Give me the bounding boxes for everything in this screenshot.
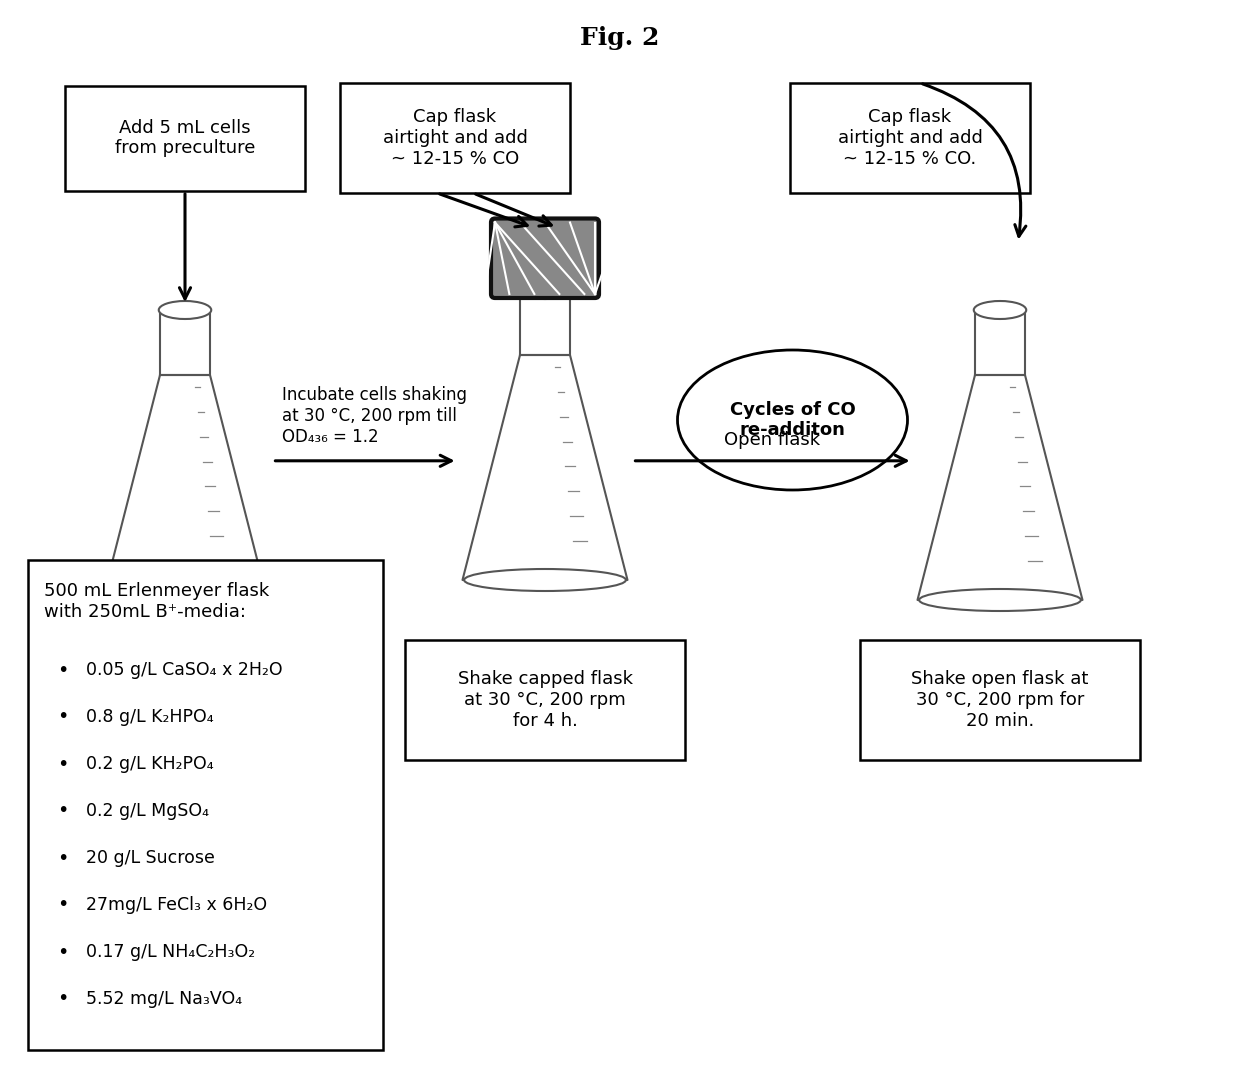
Ellipse shape — [104, 589, 265, 611]
Text: Cycles of CO
re-additon: Cycles of CO re-additon — [729, 401, 856, 439]
FancyBboxPatch shape — [405, 640, 684, 760]
Text: Shake open flask at
30 °C, 200 rpm for
20 min.: Shake open flask at 30 °C, 200 rpm for 2… — [911, 670, 1089, 730]
Text: •: • — [57, 755, 68, 774]
Ellipse shape — [464, 569, 626, 591]
Text: •: • — [57, 943, 68, 961]
Text: 500 mL Erlenmeyer flask
with 250mL B⁺-media:: 500 mL Erlenmeyer flask with 250mL B⁺-me… — [43, 582, 269, 620]
FancyBboxPatch shape — [64, 85, 305, 190]
Polygon shape — [103, 375, 268, 600]
Polygon shape — [160, 310, 210, 375]
Text: 5.52 mg/L Na₃VO₄: 5.52 mg/L Na₃VO₄ — [86, 990, 242, 1007]
Text: •: • — [57, 989, 68, 1009]
Text: Open flask: Open flask — [724, 431, 821, 449]
Text: Fig. 2: Fig. 2 — [580, 26, 660, 50]
Text: Shake capped flask
at 30 °C, 200 rpm
for 4 h.: Shake capped flask at 30 °C, 200 rpm for… — [458, 670, 632, 730]
Text: 0.05 g/L CaSO₄ x 2H₂O: 0.05 g/L CaSO₄ x 2H₂O — [86, 660, 283, 679]
Text: Cap flask
airtight and add
~ 12-15 % CO.: Cap flask airtight and add ~ 12-15 % CO. — [837, 108, 982, 168]
Text: 0.2 g/L KH₂PO₄: 0.2 g/L KH₂PO₄ — [86, 755, 213, 773]
Text: •: • — [57, 801, 68, 820]
Text: Incubate cells shaking
at 30 °C, 200 rpm till
OD₄₃₆ = 1.2: Incubate cells shaking at 30 °C, 200 rpm… — [283, 386, 467, 445]
Text: •: • — [57, 660, 68, 680]
Text: 0.8 g/L K₂HPO₄: 0.8 g/L K₂HPO₄ — [86, 708, 213, 726]
FancyBboxPatch shape — [861, 640, 1140, 760]
Polygon shape — [975, 310, 1025, 375]
Text: 0.17 g/L NH₄C₂H₃O₂: 0.17 g/L NH₄C₂H₃O₂ — [86, 943, 255, 961]
Text: •: • — [57, 849, 68, 867]
Text: •: • — [57, 707, 68, 726]
Text: Cap flask
airtight and add
~ 12-15 % CO: Cap flask airtight and add ~ 12-15 % CO — [383, 108, 527, 168]
Polygon shape — [463, 355, 627, 580]
Ellipse shape — [973, 301, 1027, 319]
Polygon shape — [520, 290, 570, 355]
FancyArrowPatch shape — [923, 84, 1025, 237]
FancyBboxPatch shape — [340, 83, 570, 193]
Ellipse shape — [677, 350, 908, 490]
Text: 0.2 g/L MgSO₄: 0.2 g/L MgSO₄ — [86, 802, 210, 820]
Text: Add 5 mL cells
from preculture: Add 5 mL cells from preculture — [115, 119, 255, 158]
Polygon shape — [918, 375, 1083, 600]
Ellipse shape — [919, 589, 1081, 611]
FancyBboxPatch shape — [790, 83, 1030, 193]
Ellipse shape — [159, 301, 211, 319]
Ellipse shape — [518, 281, 572, 299]
Text: 20 g/L Sucrose: 20 g/L Sucrose — [86, 849, 215, 867]
FancyBboxPatch shape — [29, 560, 383, 1050]
Text: 27mg/L FeCl₃ x 6H₂O: 27mg/L FeCl₃ x 6H₂O — [86, 896, 267, 915]
FancyBboxPatch shape — [491, 218, 599, 298]
Text: •: • — [57, 895, 68, 915]
